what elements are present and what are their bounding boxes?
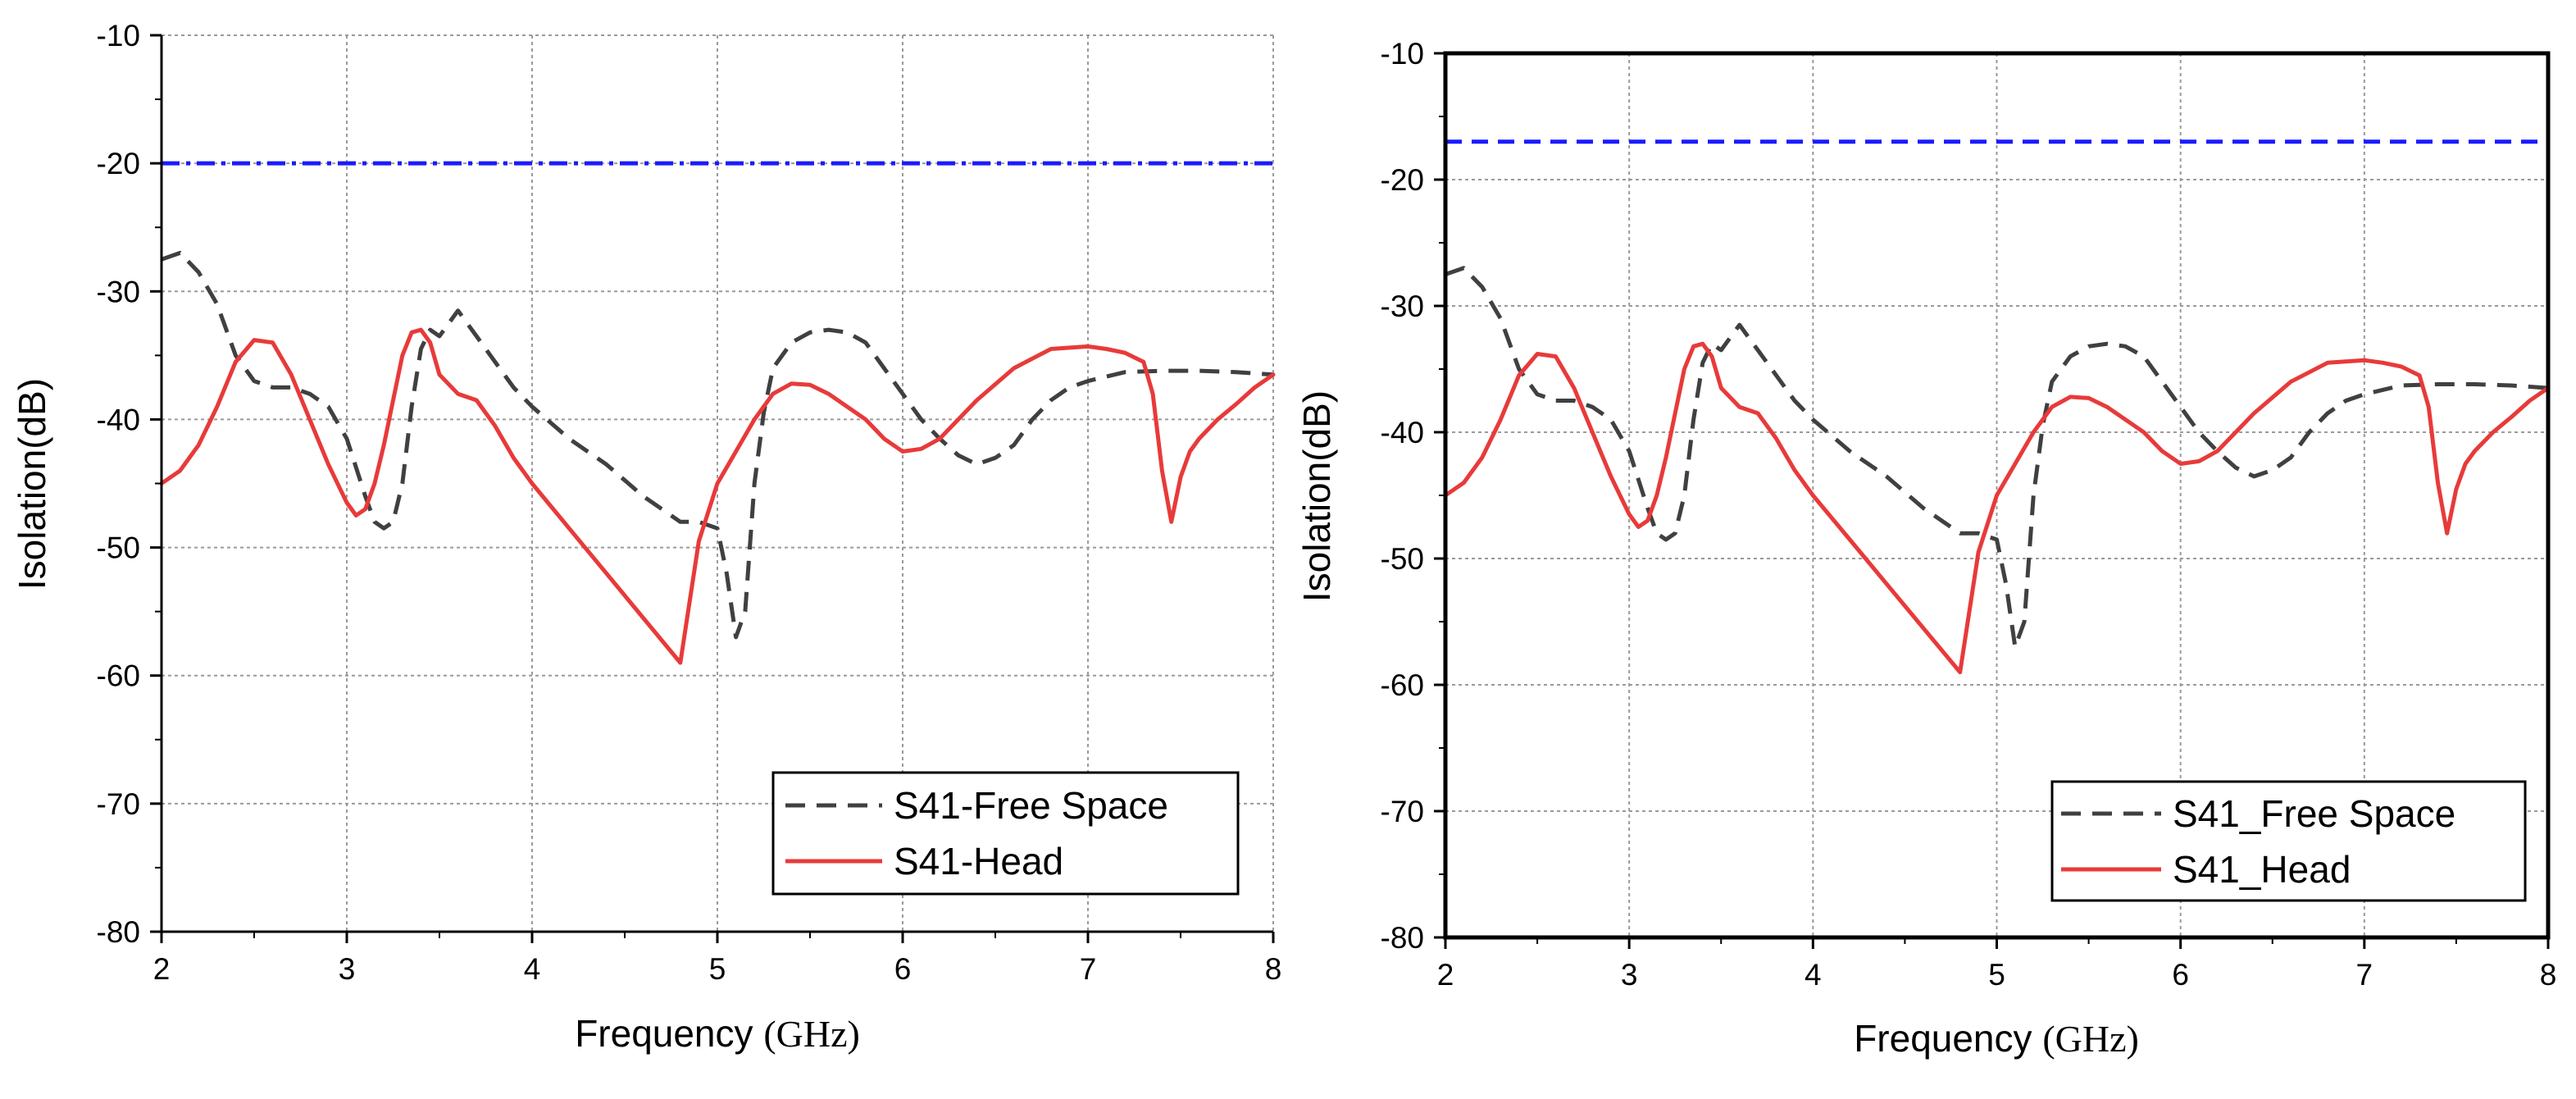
x-axis-title-unit: (GHz) — [2042, 1018, 2139, 1060]
x-tick-label: 2 — [1437, 958, 1454, 992]
x-tick-label: 4 — [1805, 958, 1822, 992]
y-tick-label: -30 — [97, 275, 140, 308]
legend-label-free-space: S41_Free Space — [2173, 792, 2455, 835]
y-tick-label: -10 — [1381, 37, 1424, 71]
y-tick-label: -10 — [97, 19, 140, 52]
y-tick-label: -80 — [1381, 921, 1424, 955]
legend-box — [771, 771, 1240, 896]
x-tick-label: 3 — [1621, 958, 1638, 992]
y-axis-title: Isolation(dB) — [1295, 390, 1338, 602]
y-tick-label: -70 — [1381, 795, 1424, 828]
x-tick-label: 5 — [709, 952, 726, 986]
x-tick-label: 8 — [2540, 958, 2557, 992]
x-tick-label: 4 — [524, 952, 541, 986]
x-axis-title: Frequency (GHz) — [1854, 1017, 2139, 1060]
y-tick-label: -50 — [1381, 542, 1424, 576]
x-tick-label: 3 — [339, 952, 356, 986]
y-tick-label: -60 — [1381, 668, 1424, 702]
x-tick-label: 2 — [153, 952, 171, 986]
y-tick-label: -50 — [97, 531, 140, 565]
x-tick-label: 8 — [1265, 952, 1282, 986]
y-tick-label: -40 — [97, 403, 140, 436]
y-tick-label: -60 — [97, 659, 140, 693]
y-tick-label: -40 — [1381, 416, 1424, 449]
chart-panel-left: 2 3 4 5 6 7 8 -10 -20 -30 -40 -50 -60 -70 -80 Isolation… — [11, 19, 1281, 1055]
series-line-head — [1443, 341, 2551, 675]
x-axis-title-main: Frequency — [575, 1012, 763, 1055]
legend-label-head: S41-Head — [894, 840, 1063, 882]
x-tick-label: 5 — [1988, 958, 2005, 992]
y-tick-label: -70 — [97, 787, 140, 821]
y-tick-label: -30 — [1381, 290, 1424, 323]
series-line-free-space — [1445, 266, 2549, 650]
legend-label-free-space: S41-Free Space — [894, 784, 1168, 827]
x-tick-label: 6 — [894, 952, 912, 986]
y-tick-label: -20 — [97, 147, 140, 180]
x-axis-title: Frequency (GHz) — [575, 1012, 860, 1055]
series-line-head — [159, 327, 1276, 665]
y-tick-label: -80 — [97, 915, 140, 949]
x-tick-label: 7 — [2356, 958, 2373, 992]
x-tick-label: 6 — [2172, 958, 2189, 992]
x-tick-label: 7 — [1080, 952, 1097, 986]
y-tick-label: -20 — [1381, 163, 1424, 197]
y-axis-title: Isolation(dB) — [11, 378, 53, 590]
chart-panel-right: 2 3 4 5 6 7 8 -10 -20 -30 -40 -50 -60 -70 -80 Isolation… — [1295, 37, 2556, 1060]
legend-box — [2050, 780, 2527, 902]
x-axis-title-main: Frequency — [1854, 1017, 2042, 1060]
x-axis-title-unit: (GHz) — [763, 1013, 860, 1055]
legend-label-head: S41_Head — [2173, 848, 2351, 891]
